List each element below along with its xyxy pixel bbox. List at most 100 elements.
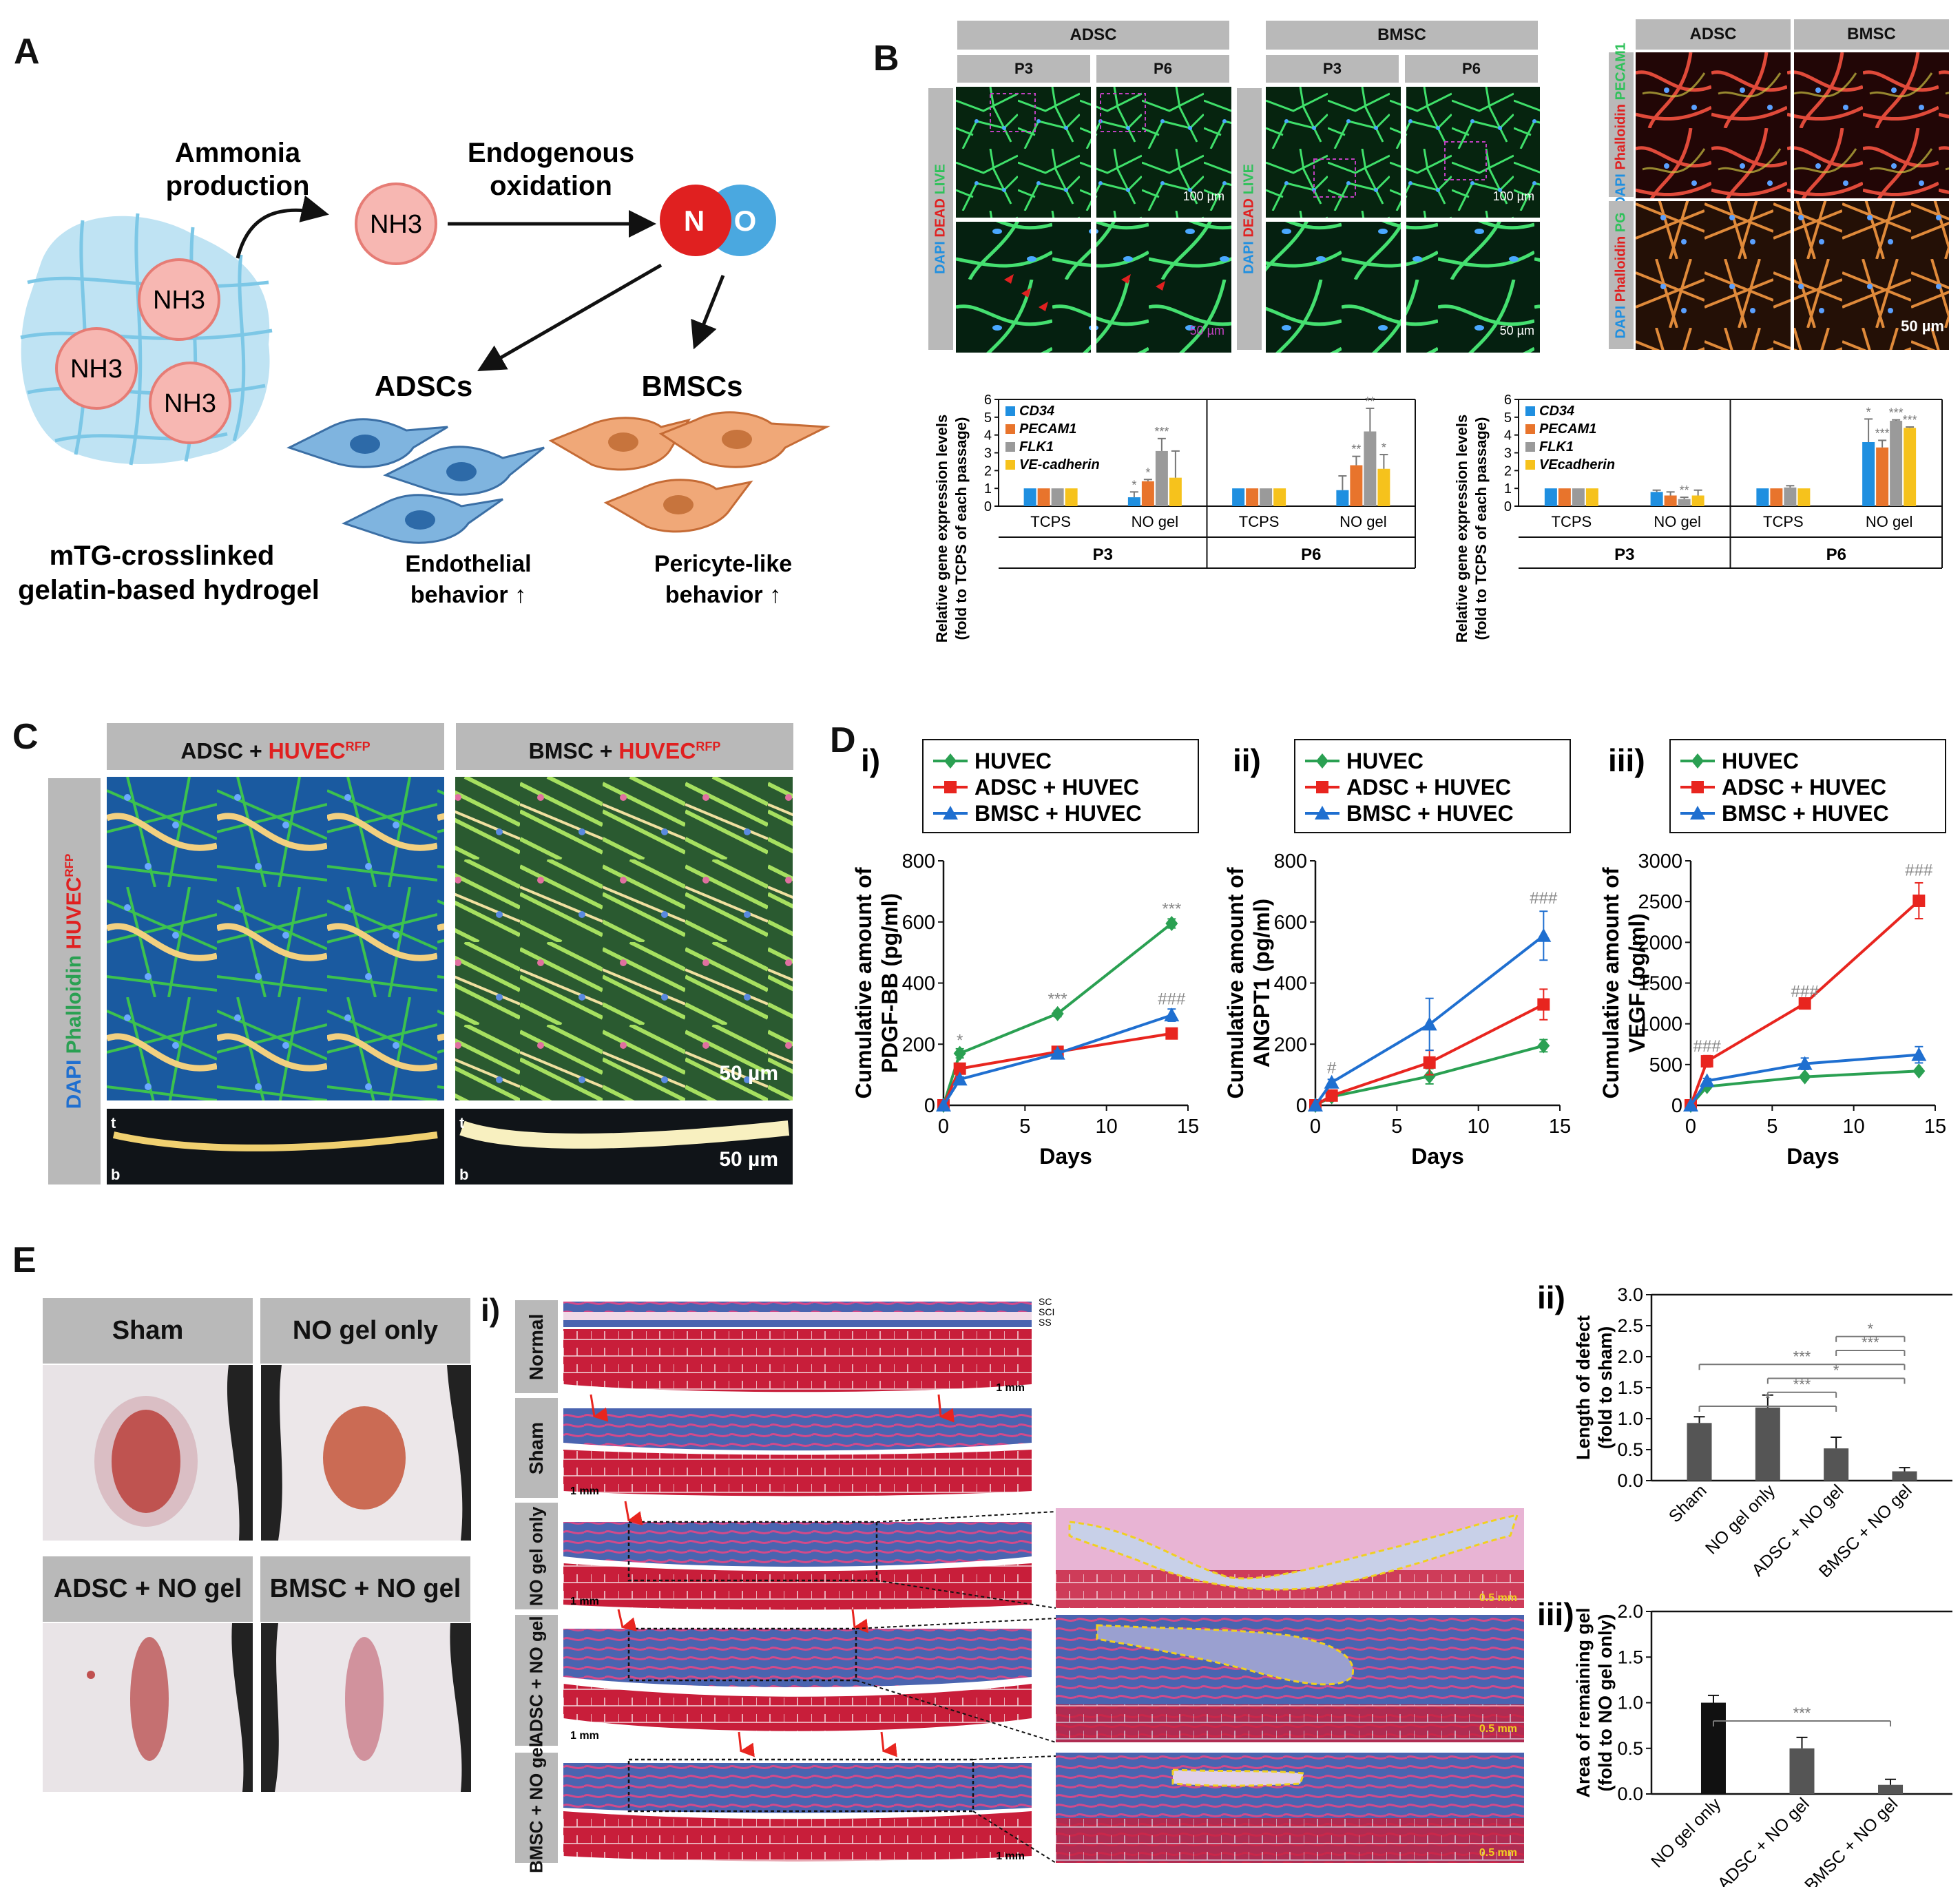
arrow-to-bmscs [691,275,725,350]
e-iii-category-label: ADSC + NO gel [1714,1794,1813,1887]
b-bmsc-ylabel: Relative gene expression levels (fold to … [1453,415,1490,643]
b-adsc-passage-label: P3 [1093,545,1113,564]
d-iii-series-line [1689,1069,1919,1107]
d-i-xtick-label: 15 [1177,1116,1199,1138]
b-bmsc-legend-label: FLK1 [1539,439,1574,455]
d-i-point-marker [1164,1008,1180,1022]
e-ii-ytick-label: 2.5 [1617,1315,1643,1336]
b-scale-50a: 50 µm [1190,324,1224,337]
e-ii-ytick-label: 0.0 [1617,1470,1643,1491]
e-scale-no-gel: 1 mm [570,1596,599,1607]
nh3-circle-1 [138,258,220,341]
d-iii-xtick-label: 0 [1685,1116,1696,1138]
d-i-point-marker [1165,1027,1178,1040]
e-ii-ytick-label: 2.0 [1617,1346,1643,1367]
b-adsc-p3: P3 [957,55,1090,83]
b-adsc-ytick-label: 2 [984,463,992,479]
d-iii-point-marker [1798,1069,1811,1085]
b-bmsc-p3: P3 [1266,55,1399,83]
e-ii-ytick-label: 3.0 [1617,1284,1643,1305]
e-ii-bracket-label: *** [1793,1348,1811,1365]
e-scale-zoom-2: 0.5 mm [1479,1723,1517,1735]
b-adsc-ytick-label: 1 [984,481,992,497]
e-iii-ylabel-1: Area of remaining gel [1573,1607,1594,1797]
production-arrow [236,195,329,259]
c-side-label: DAPI Phalloidin HUVECRFP [48,778,101,1184]
d-iii-xlabel: Days [1786,1144,1839,1169]
d-i-point-marker [953,1062,966,1075]
e-iii-ytick-label: 1.5 [1617,1647,1643,1667]
d-ii-point-marker [1421,1016,1437,1031]
e-layer-ss: SS [1039,1317,1052,1328]
panel-a-schematic: NH3 NH3 NH3 Ammonia production NH3 Endog… [18,138,831,608]
d-iii-xtick-label: 10 [1843,1116,1865,1138]
e-ii-bracket-label: * [1868,1320,1874,1337]
d-i-series-line [942,1032,1172,1106]
d-ii-ylabel: Cumulative amount of ANGPT1 (pg/ml) [1223,867,1274,1098]
e-iii-bracket-label: *** [1793,1704,1811,1722]
no-n-label: N [684,205,705,237]
d-i-annotation: * [957,1031,963,1050]
e-iii-category-label: BMSC + NO gel [1801,1794,1901,1887]
d-iii-legend-label: HUVEC [1722,749,1799,773]
b-bmsc-ylabel-1: Relative gene expression levels [1453,415,1470,643]
d-ii-xtick-label: 10 [1468,1116,1490,1138]
b-right-side-label-2: DAPI Phalloidin PG [1609,201,1634,349]
d-iii-point-marker [1912,1063,1926,1079]
b-bmsc-sig: * [1866,405,1871,419]
e-photo-header-bmsc: BMSC + NO gel [260,1556,470,1622]
e-scale-normal: 1 mm [996,1382,1025,1394]
e-row-label-no-gel: NO gel only [515,1503,558,1609]
panel-label-b: B [873,39,899,79]
b-bmsc-passage-label: P6 [1826,545,1846,564]
c-b-label-2: b [459,1166,468,1183]
b-adsc-ytick-label: 4 [984,428,992,443]
b-adsc-bar [1037,488,1050,506]
e-ii-bar [1687,1423,1712,1481]
d-i-ytick-label: 0 [924,1095,935,1117]
d-i-series-line [942,1014,1172,1107]
e-ii-bracket-label: * [1765,1390,1771,1407]
d-iii-point-marker [1700,1055,1713,1068]
b-adsc-ytick-label: 0 [984,499,992,514]
d-iii-point-marker [1912,894,1926,907]
d-i-ylabel-1: Cumulative amount of [851,867,876,1098]
d-ii-xlabel: Days [1411,1144,1464,1169]
nh3-label-1: NH3 [153,286,205,315]
d-iii-ytick-label: 500 [1649,1054,1682,1076]
d-ii-point-marker [1537,1038,1550,1054]
c-coculture-micrographs: 50 µm 50 µm t b t b [107,777,793,1184]
panel-label-a: A [14,32,40,72]
b-bmsc-bar [1797,488,1811,506]
b-bmsc-legend-label: VEcadherin [1539,457,1615,472]
hydrogel-blob [21,216,270,464]
b-adsc-legend-label: VE-cadherin [1019,457,1100,472]
nh3-free-label: NH3 [370,210,422,239]
d-ii-legend-marker [1316,753,1328,769]
pericyte-caption-2: behavior ↑ [665,582,781,608]
b-adsc-bar [1350,465,1363,506]
d-iii-legend-marker [1691,753,1704,769]
e-layer-sci: SCI [1039,1306,1054,1317]
b-bmsc-legend-swatch [1525,424,1535,434]
d-ii-annotation: # [1327,1058,1337,1077]
d-ii-xtick-label: 0 [1310,1116,1321,1138]
d-iii-ytick-label: 1000 [1638,1014,1682,1036]
nh3-circle-3 [149,362,231,444]
b-adsc-bar [1155,450,1168,506]
b-bmsc-bar [1784,487,1797,506]
b-bmsc-bar [1544,488,1557,506]
d-iii-annotation: ### [1693,1037,1722,1056]
b-bmsc-sig: *** [1889,406,1904,420]
bmscs-label: BMSCs [641,370,742,402]
b-adsc-ylabel-1: Relative gene expression levels [933,415,950,643]
endogenous-label-2: oxidation [490,171,612,201]
e-scale-zoom-1: 0.5 mm [1479,1592,1517,1604]
e-scale-zoom-3: 0.5 mm [1479,1847,1517,1859]
d-i-point-marker [1050,1045,1065,1060]
e-row-label-adsc: ADSC + NO gel [515,1615,558,1746]
b-adsc-ylabel-2: (fold to TCPS of each passage) [952,417,970,640]
b-bmsc-bar [1691,495,1704,506]
d-i-point-marker [1165,915,1178,931]
e-iii-ytick-label: 0.0 [1617,1784,1643,1804]
